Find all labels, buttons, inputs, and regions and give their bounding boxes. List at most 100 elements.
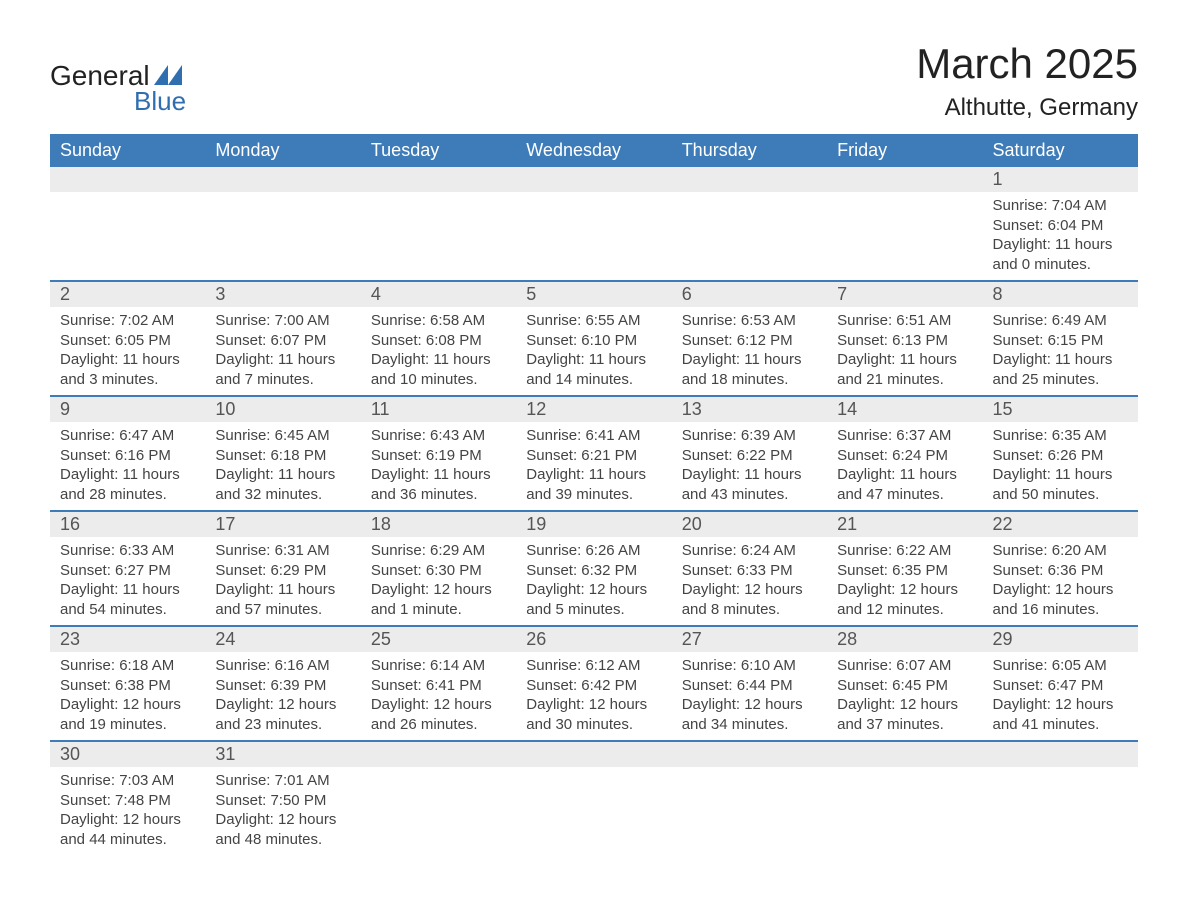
sunrise-text: Sunrise: 6:16 AM bbox=[215, 656, 350, 676]
day-cell: Sunrise: 6:07 AMSunset: 6:45 PMDaylight:… bbox=[827, 652, 982, 740]
daylight-text: Daylight: 11 hours and 54 minutes. bbox=[60, 580, 195, 619]
logo-text-blue: Blue bbox=[134, 86, 186, 117]
sunset-text: Sunset: 6:07 PM bbox=[215, 331, 350, 351]
calendar: Sunday Monday Tuesday Wednesday Thursday… bbox=[50, 134, 1138, 855]
sunrise-text: Sunrise: 6:10 AM bbox=[682, 656, 817, 676]
day-body: Sunrise: 6:31 AMSunset: 6:29 PMDaylight:… bbox=[205, 537, 360, 625]
day-cell: Sunrise: 6:47 AMSunset: 6:16 PMDaylight:… bbox=[50, 422, 205, 510]
day-body: Sunrise: 6:18 AMSunset: 6:38 PMDaylight:… bbox=[50, 652, 205, 740]
daylight-text: Daylight: 12 hours and 37 minutes. bbox=[837, 695, 972, 734]
day-body: Sunrise: 6:33 AMSunset: 6:27 PMDaylight:… bbox=[50, 537, 205, 625]
day-body: Sunrise: 6:26 AMSunset: 6:32 PMDaylight:… bbox=[516, 537, 671, 625]
week-row: Sunrise: 7:02 AMSunset: 6:05 PMDaylight:… bbox=[50, 307, 1138, 395]
day-number: 22 bbox=[983, 512, 1138, 537]
daylight-text: Daylight: 11 hours and 47 minutes. bbox=[837, 465, 972, 504]
sunset-text: Sunset: 6:13 PM bbox=[837, 331, 972, 351]
sunset-text: Sunset: 6:42 PM bbox=[526, 676, 661, 696]
day-body bbox=[827, 767, 982, 777]
dow-monday: Monday bbox=[205, 134, 360, 167]
day-cell: Sunrise: 7:03 AMSunset: 7:48 PMDaylight:… bbox=[50, 767, 205, 855]
day-cell bbox=[516, 192, 671, 280]
day-cell bbox=[50, 192, 205, 280]
daylight-text: Daylight: 11 hours and 18 minutes. bbox=[682, 350, 817, 389]
daylight-text: Daylight: 12 hours and 30 minutes. bbox=[526, 695, 661, 734]
day-number: 1 bbox=[983, 167, 1138, 192]
daylight-text: Daylight: 12 hours and 1 minute. bbox=[371, 580, 506, 619]
day-cell: Sunrise: 6:41 AMSunset: 6:21 PMDaylight:… bbox=[516, 422, 671, 510]
daylight-text: Daylight: 12 hours and 41 minutes. bbox=[993, 695, 1128, 734]
day-cell bbox=[827, 192, 982, 280]
day-number bbox=[672, 167, 827, 192]
day-cell: Sunrise: 6:58 AMSunset: 6:08 PMDaylight:… bbox=[361, 307, 516, 395]
day-body bbox=[361, 767, 516, 777]
sunset-text: Sunset: 6:32 PM bbox=[526, 561, 661, 581]
sunset-text: Sunset: 6:27 PM bbox=[60, 561, 195, 581]
day-body: Sunrise: 6:29 AMSunset: 6:30 PMDaylight:… bbox=[361, 537, 516, 625]
sunset-text: Sunset: 6:29 PM bbox=[215, 561, 350, 581]
daylight-text: Daylight: 11 hours and 14 minutes. bbox=[526, 350, 661, 389]
week-row: Sunrise: 6:18 AMSunset: 6:38 PMDaylight:… bbox=[50, 652, 1138, 740]
daynum-row: 23242526272829 bbox=[50, 625, 1138, 652]
day-number bbox=[983, 742, 1138, 767]
daylight-text: Daylight: 11 hours and 21 minutes. bbox=[837, 350, 972, 389]
day-body: Sunrise: 6:12 AMSunset: 6:42 PMDaylight:… bbox=[516, 652, 671, 740]
sunrise-text: Sunrise: 7:01 AM bbox=[215, 771, 350, 791]
sunset-text: Sunset: 7:50 PM bbox=[215, 791, 350, 811]
daylight-text: Daylight: 11 hours and 28 minutes. bbox=[60, 465, 195, 504]
dow-tuesday: Tuesday bbox=[361, 134, 516, 167]
day-body: Sunrise: 6:43 AMSunset: 6:19 PMDaylight:… bbox=[361, 422, 516, 510]
sunset-text: Sunset: 6:12 PM bbox=[682, 331, 817, 351]
sunrise-text: Sunrise: 6:45 AM bbox=[215, 426, 350, 446]
day-cell: Sunrise: 6:51 AMSunset: 6:13 PMDaylight:… bbox=[827, 307, 982, 395]
sunrise-text: Sunrise: 6:26 AM bbox=[526, 541, 661, 561]
day-cell: Sunrise: 6:12 AMSunset: 6:42 PMDaylight:… bbox=[516, 652, 671, 740]
day-number: 23 bbox=[50, 627, 205, 652]
day-number: 9 bbox=[50, 397, 205, 422]
daylight-text: Daylight: 11 hours and 3 minutes. bbox=[60, 350, 195, 389]
day-body bbox=[983, 767, 1138, 777]
sunrise-text: Sunrise: 6:37 AM bbox=[837, 426, 972, 446]
day-number: 6 bbox=[672, 282, 827, 307]
day-number: 7 bbox=[827, 282, 982, 307]
daylight-text: Daylight: 12 hours and 5 minutes. bbox=[526, 580, 661, 619]
sunset-text: Sunset: 6:16 PM bbox=[60, 446, 195, 466]
sunrise-text: Sunrise: 6:29 AM bbox=[371, 541, 506, 561]
day-body bbox=[516, 767, 671, 777]
day-number bbox=[361, 742, 516, 767]
sunset-text: Sunset: 6:39 PM bbox=[215, 676, 350, 696]
day-cell: Sunrise: 6:18 AMSunset: 6:38 PMDaylight:… bbox=[50, 652, 205, 740]
sunset-text: Sunset: 6:04 PM bbox=[993, 216, 1128, 236]
sunrise-text: Sunrise: 6:05 AM bbox=[993, 656, 1128, 676]
sunset-text: Sunset: 6:35 PM bbox=[837, 561, 972, 581]
sunset-text: Sunset: 6:36 PM bbox=[993, 561, 1128, 581]
day-cell: Sunrise: 6:37 AMSunset: 6:24 PMDaylight:… bbox=[827, 422, 982, 510]
day-body: Sunrise: 6:47 AMSunset: 6:16 PMDaylight:… bbox=[50, 422, 205, 510]
daylight-text: Daylight: 12 hours and 8 minutes. bbox=[682, 580, 817, 619]
day-number: 30 bbox=[50, 742, 205, 767]
day-body: Sunrise: 6:22 AMSunset: 6:35 PMDaylight:… bbox=[827, 537, 982, 625]
dow-header-row: Sunday Monday Tuesday Wednesday Thursday… bbox=[50, 134, 1138, 167]
sunset-text: Sunset: 6:15 PM bbox=[993, 331, 1128, 351]
daylight-text: Daylight: 11 hours and 7 minutes. bbox=[215, 350, 350, 389]
daynum-row: 9101112131415 bbox=[50, 395, 1138, 422]
daylight-text: Daylight: 11 hours and 0 minutes. bbox=[993, 235, 1128, 274]
day-cell: Sunrise: 6:24 AMSunset: 6:33 PMDaylight:… bbox=[672, 537, 827, 625]
sunrise-text: Sunrise: 6:12 AM bbox=[526, 656, 661, 676]
day-cell: Sunrise: 6:16 AMSunset: 6:39 PMDaylight:… bbox=[205, 652, 360, 740]
day-body bbox=[50, 192, 205, 202]
day-cell: Sunrise: 6:55 AMSunset: 6:10 PMDaylight:… bbox=[516, 307, 671, 395]
day-body bbox=[672, 192, 827, 202]
day-cell: Sunrise: 7:00 AMSunset: 6:07 PMDaylight:… bbox=[205, 307, 360, 395]
day-body bbox=[205, 192, 360, 202]
dow-wednesday: Wednesday bbox=[516, 134, 671, 167]
sunset-text: Sunset: 6:18 PM bbox=[215, 446, 350, 466]
sunset-text: Sunset: 6:08 PM bbox=[371, 331, 506, 351]
day-cell bbox=[516, 767, 671, 855]
day-number: 11 bbox=[361, 397, 516, 422]
daylight-text: Daylight: 11 hours and 10 minutes. bbox=[371, 350, 506, 389]
sunset-text: Sunset: 6:26 PM bbox=[993, 446, 1128, 466]
sunset-text: Sunset: 6:41 PM bbox=[371, 676, 506, 696]
day-number bbox=[50, 167, 205, 192]
day-number: 4 bbox=[361, 282, 516, 307]
day-number bbox=[516, 167, 671, 192]
